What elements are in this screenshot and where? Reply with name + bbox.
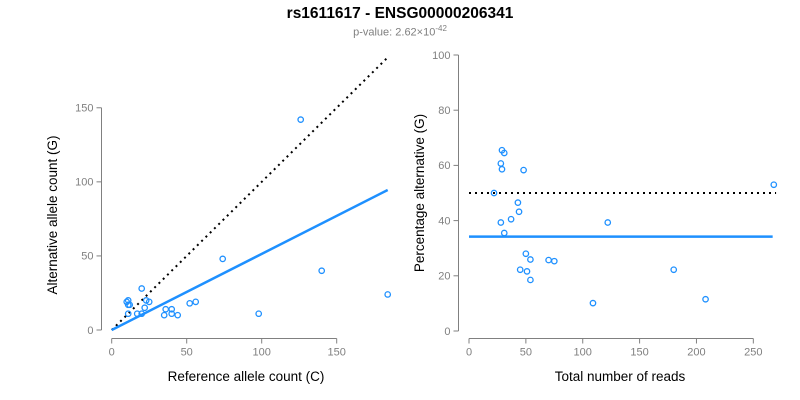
data-point	[145, 298, 153, 306]
y-tick-label: 0	[444, 326, 450, 338]
data-point	[507, 215, 515, 223]
data-point	[162, 305, 170, 313]
data-point	[168, 310, 176, 318]
data-point	[702, 295, 709, 303]
x-tick-label: 150	[630, 347, 648, 359]
x-axis-title: Reference allele count (C)	[168, 369, 325, 384]
y-tick-label: 20	[438, 271, 450, 283]
fit-line	[111, 188, 389, 332]
data-point	[520, 166, 527, 174]
figure-subtitle: p-value: 2.62×10-42	[0, 24, 800, 39]
data-point	[770, 181, 778, 189]
data-point	[497, 160, 505, 167]
x-tick-label: 50	[520, 347, 532, 359]
data-point	[174, 311, 182, 319]
data-point	[219, 255, 227, 263]
y-axis-title: Percentage alternative (G)	[412, 114, 427, 272]
data-point	[255, 310, 263, 318]
data-point	[138, 285, 146, 292]
data-point	[141, 304, 149, 312]
data-point	[670, 266, 678, 274]
x-tick-label: 250	[744, 347, 762, 359]
pvalue-exponent: -42	[435, 24, 447, 33]
y-tick-label: 100	[75, 177, 93, 189]
figure-title: rs1611617 - ENSG00000206341	[286, 5, 514, 22]
y-tick-label: 40	[438, 215, 450, 227]
data-point	[498, 165, 506, 173]
data-point	[500, 149, 508, 157]
y-axis-title: Alternative allele count (G)	[45, 135, 60, 294]
x-tick-label: 100	[574, 347, 592, 359]
data-point	[168, 305, 176, 313]
data-point	[126, 301, 134, 309]
data-point	[297, 116, 305, 123]
data-point	[124, 310, 132, 318]
y-tick-label: 50	[81, 251, 93, 263]
data-point	[515, 208, 523, 216]
data-point	[545, 256, 552, 264]
data-point	[527, 256, 534, 263]
data-point	[318, 267, 326, 275]
y-tick-label: 0	[87, 325, 93, 337]
pvalue-text: p-value: 2.62×10	[353, 26, 436, 39]
identity-line	[110, 55, 390, 331]
data-point	[138, 310, 146, 318]
data-point	[522, 250, 530, 258]
data-point	[186, 299, 194, 307]
x-tick-label: 0	[466, 347, 472, 359]
data-point	[192, 298, 200, 306]
data-point	[550, 257, 558, 265]
data-point	[527, 276, 534, 284]
data-point	[497, 219, 505, 226]
y-tick-label: 150	[75, 103, 93, 115]
data-point	[133, 310, 141, 318]
data-point	[523, 268, 531, 275]
y-tick-label: 100	[432, 50, 450, 62]
data-point	[384, 291, 392, 298]
data-point	[589, 299, 597, 307]
x-tick-label: 200	[687, 347, 705, 359]
x-tick-label: 50	[181, 347, 193, 359]
data-point	[500, 229, 508, 237]
data-point	[160, 311, 168, 319]
y-tick-label: 60	[438, 160, 450, 172]
data-point	[490, 189, 498, 197]
y-tick-label: 80	[438, 105, 450, 117]
x-tick-label: 100	[253, 347, 271, 359]
x-tick-label: 150	[328, 347, 346, 359]
x-axis-title: Total number of reads	[555, 369, 686, 384]
data-point	[604, 219, 612, 226]
data-point	[516, 266, 524, 274]
x-tick-label: 0	[109, 347, 115, 359]
data-point	[514, 199, 522, 207]
